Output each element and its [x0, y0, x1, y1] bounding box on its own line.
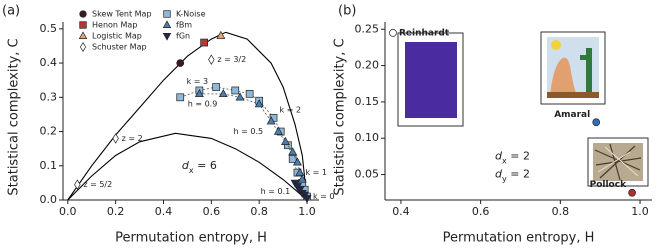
bound-curve: [67, 31, 308, 201]
x-tick-label: 1.0: [631, 205, 649, 218]
pollock-image: [587, 137, 649, 187]
marker: [297, 174, 307, 183]
marker: [176, 93, 185, 102]
annotation: dx = 2: [495, 149, 530, 165]
legend-label: K-Noise: [176, 10, 206, 19]
y-tick-label: 0.2: [40, 125, 58, 138]
y-tick-label: 0.15: [355, 95, 380, 108]
marker: [293, 157, 302, 166]
marker: [208, 54, 215, 65]
legend-marker: [79, 42, 87, 52]
annotation-part: d: [495, 168, 503, 181]
legend-label: Logistic Map: [92, 32, 142, 41]
x-tick-label: 1.0: [298, 205, 316, 218]
x-axis-label: Permutation entropy, H: [443, 231, 595, 246]
marker: [216, 30, 226, 39]
marker: [592, 118, 601, 127]
annotation: dy = 2: [495, 168, 530, 184]
panel-label: (a): [2, 4, 20, 19]
panel-label: (b): [338, 4, 356, 19]
point-label: h = 0.1: [261, 187, 291, 196]
point-name: Pollock: [590, 180, 627, 190]
marker: [218, 88, 228, 98]
legend-label: Skew Tent Map: [92, 10, 152, 19]
annotation-part: d: [182, 159, 190, 172]
x-axis-label: Permutation entropy, H: [115, 231, 267, 246]
marker: [273, 126, 283, 135]
legend-marker: [163, 10, 171, 18]
amaral-image: [540, 31, 606, 105]
y-tick-label: 0.20: [355, 59, 380, 72]
annotation-part: x: [502, 156, 507, 165]
marker: [200, 38, 209, 47]
y-tick-label: 0.1: [40, 159, 58, 172]
point-label: z = 2: [122, 134, 143, 143]
point-label: k = 0: [313, 192, 335, 201]
reinhardt-image: [397, 32, 464, 127]
x-tick-label: 0.8: [250, 205, 268, 218]
marker: [288, 155, 297, 163]
marker: [212, 83, 220, 91]
legend-marker: [162, 33, 172, 41]
point-name: Amaral: [554, 110, 590, 120]
annotation: dx = 6: [182, 159, 217, 175]
marker: [281, 136, 290, 145]
bound-curve: [67, 132, 308, 201]
marker: [266, 116, 276, 125]
point-label: h = 0.5: [234, 127, 264, 136]
x-tick-label: 0.6: [203, 205, 221, 218]
annotation-part: d: [495, 149, 503, 162]
marker: [74, 179, 81, 190]
annotation-part: = 2: [507, 168, 530, 181]
point-name: Reinhardt: [399, 28, 450, 38]
point-label: k = 3: [187, 77, 209, 86]
marker: [302, 195, 312, 204]
marker: [194, 88, 204, 98]
x-tick-label: 0.4: [392, 205, 410, 218]
marker: [245, 90, 254, 98]
y-tick-label: 0.05: [355, 168, 380, 181]
legend-marker: [162, 20, 172, 28]
marker: [295, 167, 305, 176]
y-tick-label: 0.25: [355, 22, 380, 35]
marker: [176, 59, 185, 67]
annotation-part: = 2: [507, 149, 530, 162]
annotation-part: y: [502, 175, 507, 184]
y-tick-label: 0.3: [40, 90, 58, 103]
x-tick-label: 0.2: [107, 205, 125, 218]
legend-marker: [79, 10, 87, 18]
y-axis-label: Statistical complexity, C: [7, 38, 22, 195]
point-label: z = 3/2: [217, 55, 246, 64]
marker: [254, 99, 264, 108]
annotation-part: x: [189, 166, 194, 175]
y-tick-label: 0.10: [355, 131, 380, 144]
marker: [288, 147, 298, 156]
marker: [235, 92, 245, 101]
legend-marker: [79, 21, 87, 29]
annotation-part: = 6: [194, 159, 217, 172]
y-tick-label: 0.0: [40, 193, 58, 206]
y-tick-label: 0.5: [40, 22, 58, 35]
marker: [231, 86, 240, 95]
legend-label: Henon Map: [92, 21, 137, 30]
point-label: z = 5/2: [83, 180, 112, 189]
legend-label: fBm: [176, 21, 192, 30]
x-tick-label: 0.8: [552, 205, 570, 218]
marker: [389, 29, 397, 37]
point-label: h = 0.9: [188, 99, 218, 108]
legend-label: fGn: [176, 32, 190, 41]
marker: [628, 188, 636, 197]
marker: [112, 133, 119, 144]
x-tick-label: 0.6: [472, 205, 490, 218]
point-label: k = 1: [305, 168, 327, 177]
legend-label: Schuster Map: [92, 43, 147, 52]
x-tick-label: 0.4: [155, 205, 173, 218]
y-tick-label: 0.4: [40, 56, 58, 69]
y-axis-label: Statistical complexity, C: [333, 38, 348, 195]
legend-marker: [78, 31, 88, 39]
x-tick-label: 0.0: [59, 205, 77, 218]
point-label: k = 2: [280, 105, 302, 114]
